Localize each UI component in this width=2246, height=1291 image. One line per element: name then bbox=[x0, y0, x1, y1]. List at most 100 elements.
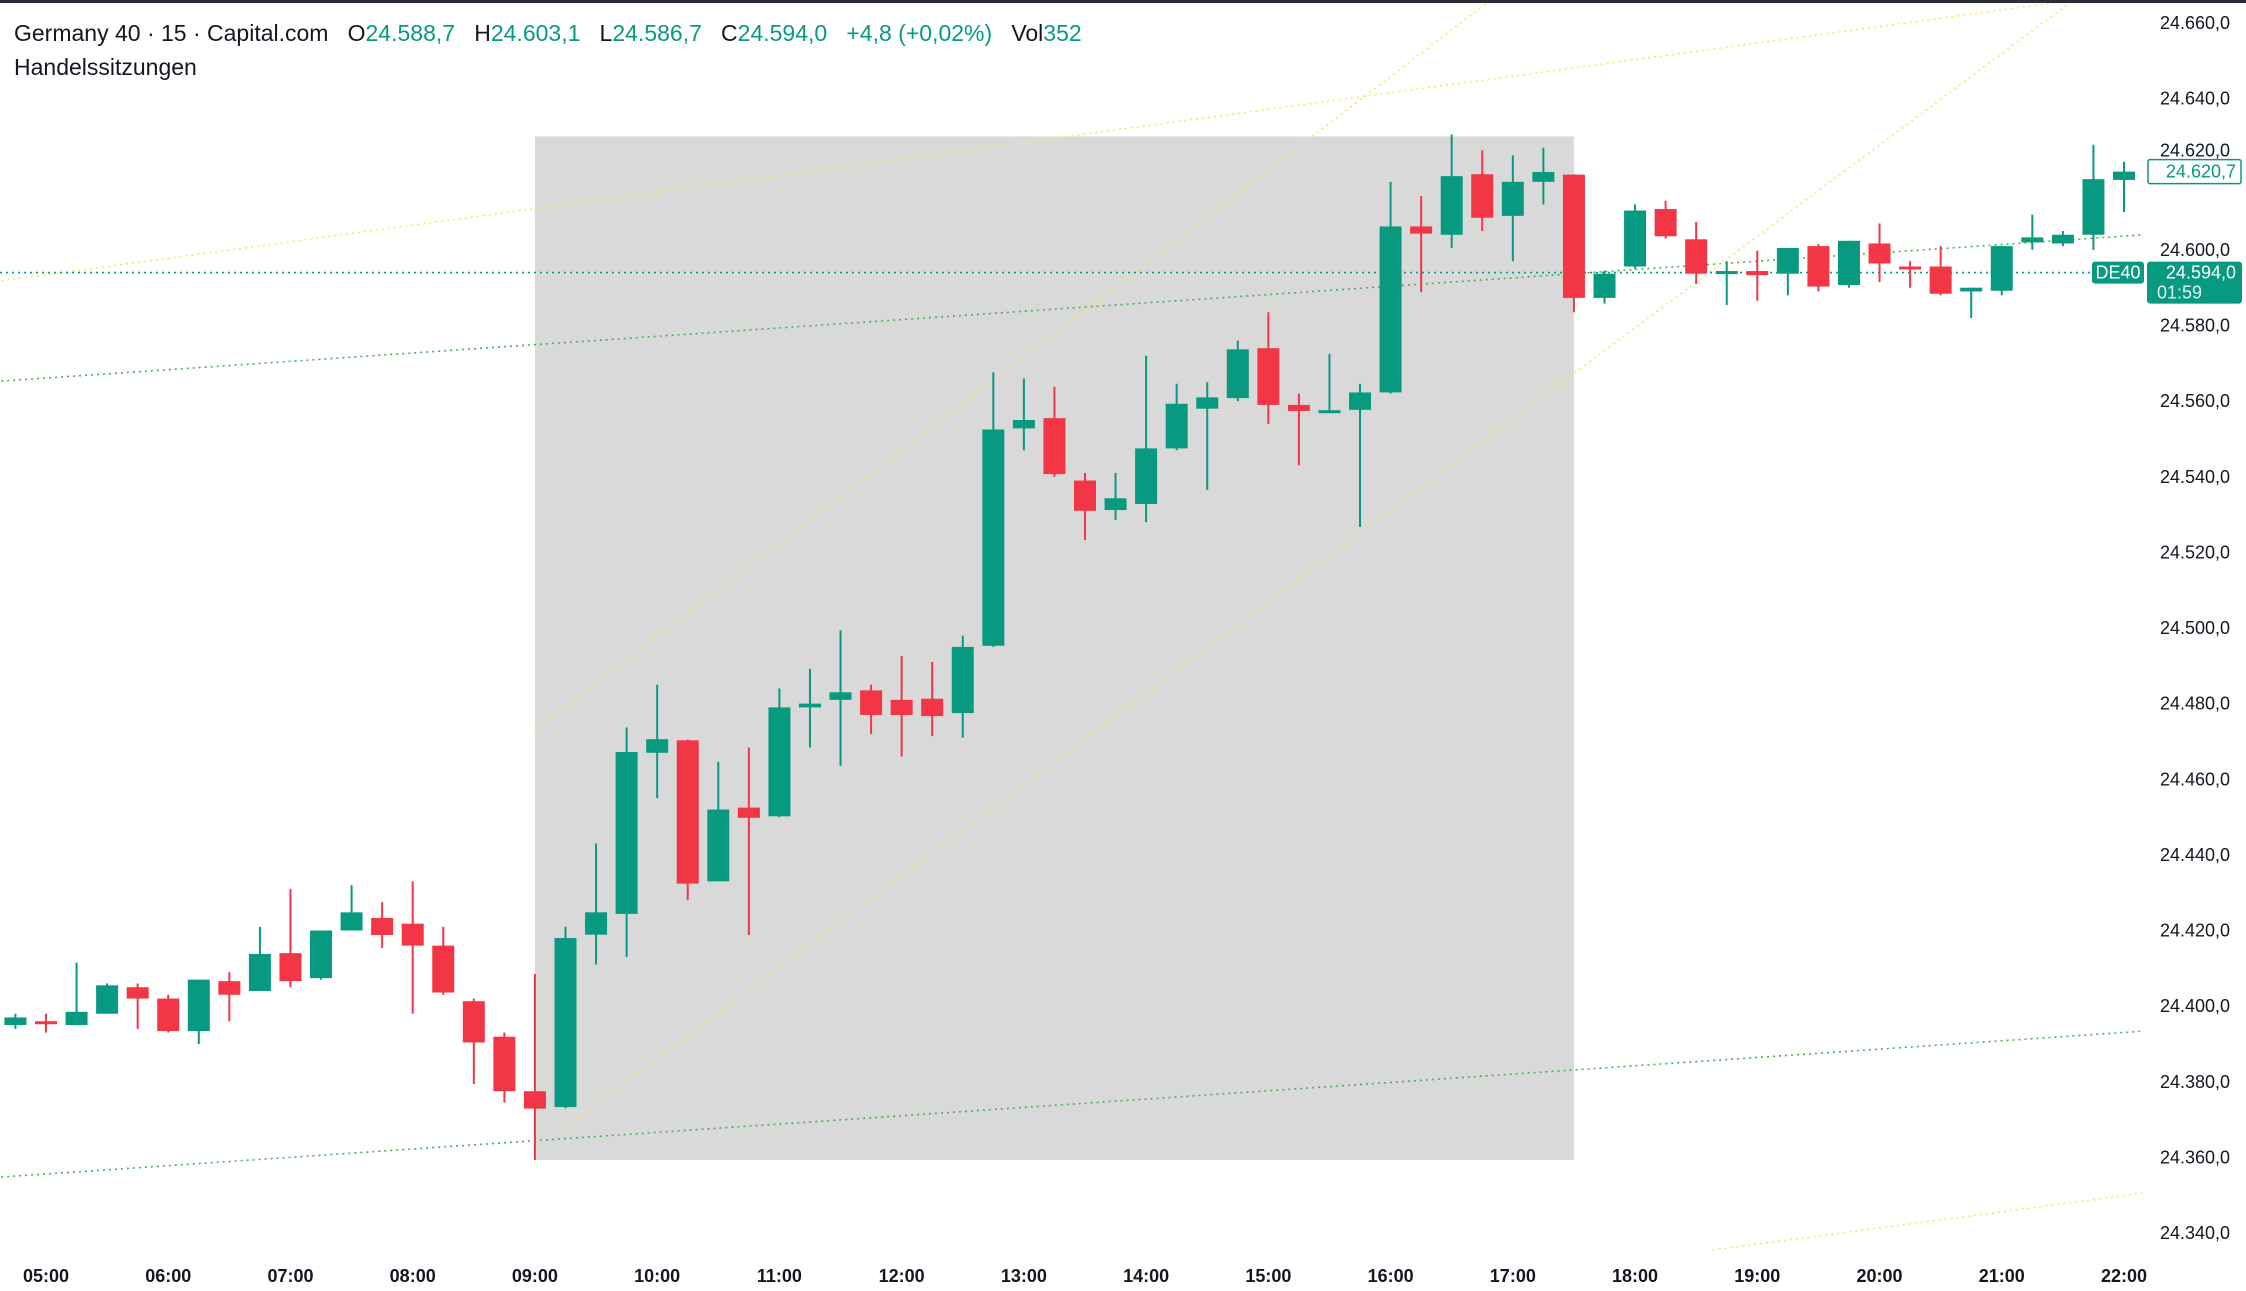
candle-body[interactable] bbox=[1960, 287, 1983, 292]
candle-body[interactable] bbox=[1257, 348, 1280, 405]
candle-body[interactable] bbox=[432, 945, 455, 993]
price-tick-label: 24.560,0 bbox=[2160, 391, 2230, 411]
candle-body[interactable] bbox=[248, 953, 271, 991]
trend-line-3[interactable] bbox=[534, 0, 1490, 731]
candle-body[interactable] bbox=[1196, 397, 1219, 409]
candle-body[interactable] bbox=[1593, 273, 1616, 298]
candle-body[interactable] bbox=[1715, 271, 1738, 275]
candle-body[interactable] bbox=[615, 752, 638, 914]
candle-body[interactable] bbox=[554, 938, 577, 1108]
candle-body[interactable] bbox=[340, 912, 363, 931]
candle-body[interactable] bbox=[829, 692, 852, 700]
candle-body[interactable] bbox=[1685, 239, 1708, 274]
session-box[interactable] bbox=[534, 136, 1574, 1161]
candle-body[interactable] bbox=[1532, 171, 1555, 182]
candle-body[interactable] bbox=[1990, 246, 2013, 291]
trend-line-4[interactable] bbox=[565, 0, 2074, 1128]
candle-body[interactable] bbox=[1104, 498, 1127, 511]
candle-body[interactable] bbox=[1440, 176, 1463, 235]
price-tick-label: 24.460,0 bbox=[2160, 769, 2230, 789]
high-price-box bbox=[2147, 158, 2242, 185]
trend-line-2[interactable] bbox=[1, 0, 2073, 282]
candle-body[interactable] bbox=[65, 1011, 88, 1026]
candle-body[interactable] bbox=[1410, 226, 1433, 234]
candle-body[interactable] bbox=[96, 985, 119, 1014]
candle-body[interactable] bbox=[1349, 392, 1372, 410]
candle-body[interactable] bbox=[1654, 209, 1677, 237]
candle-body[interactable] bbox=[2051, 234, 2074, 244]
time-tick-label: 13:00 bbox=[1001, 1266, 1047, 1286]
candle-body[interactable] bbox=[1379, 226, 1402, 393]
price-tick-label: 24.640,0 bbox=[2160, 89, 2230, 109]
candle-body[interactable] bbox=[1471, 174, 1494, 218]
candle-body[interactable] bbox=[1868, 243, 1891, 264]
symbol-legend: Germany 40 · 15 · Capital.com O24.588,7 … bbox=[14, 20, 1082, 47]
time-tick-label: 05:00 bbox=[23, 1266, 69, 1286]
symbol-tag-box bbox=[2092, 261, 2144, 284]
candle-body[interactable] bbox=[921, 698, 944, 717]
symbol-title[interactable]: Germany 40 · 15 · Capital.com bbox=[14, 20, 329, 46]
candle-body[interactable] bbox=[279, 953, 302, 982]
open-value: 24.588,7 bbox=[365, 20, 456, 46]
candle-body[interactable] bbox=[1562, 174, 1585, 298]
candle-body[interactable] bbox=[2021, 237, 2044, 243]
candle-body[interactable] bbox=[1226, 349, 1249, 399]
candle-body[interactable] bbox=[1318, 410, 1341, 414]
candle-body[interactable] bbox=[1043, 418, 1066, 475]
candle-body[interactable] bbox=[890, 699, 913, 715]
candle-body[interactable] bbox=[218, 981, 241, 995]
candle-body[interactable] bbox=[1165, 403, 1188, 449]
price-tick-label: 24.340,0 bbox=[2160, 1223, 2230, 1243]
candle-body[interactable] bbox=[4, 1017, 27, 1026]
candle-body[interactable] bbox=[462, 1001, 485, 1043]
candle-body[interactable] bbox=[126, 987, 149, 999]
candle-body[interactable] bbox=[798, 703, 821, 708]
indicator-label[interactable]: Handelssitzungen bbox=[14, 54, 197, 80]
candle-body[interactable] bbox=[1012, 420, 1035, 429]
candle-body[interactable] bbox=[737, 807, 760, 818]
time-tick-label: 09:00 bbox=[512, 1266, 558, 1286]
candle-body[interactable] bbox=[585, 912, 608, 935]
candle-body[interactable] bbox=[523, 1091, 546, 1109]
candle-body[interactable] bbox=[982, 429, 1005, 646]
candle-body[interactable] bbox=[1135, 448, 1158, 504]
candle-body[interactable] bbox=[2113, 171, 2135, 180]
low-value: 24.586,7 bbox=[612, 20, 702, 46]
trend-line-0[interactable] bbox=[1, 233, 2145, 382]
time-tick-label: 12:00 bbox=[879, 1266, 925, 1286]
candle-body[interactable] bbox=[187, 979, 210, 1032]
last-price-label: 24.594,0 bbox=[2166, 263, 2236, 283]
candle-body[interactable] bbox=[1929, 266, 1952, 294]
trend-line-5[interactable] bbox=[1712, 1192, 2145, 1251]
candle-body[interactable] bbox=[371, 918, 394, 936]
candle-body[interactable] bbox=[401, 923, 424, 946]
trend-line-1[interactable] bbox=[1, 1030, 2145, 1178]
candle-body[interactable] bbox=[860, 690, 883, 715]
candle-body[interactable] bbox=[1624, 210, 1647, 267]
time-tick-label: 15:00 bbox=[1245, 1266, 1291, 1286]
candle-body[interactable] bbox=[35, 1021, 57, 1025]
candle-body[interactable] bbox=[676, 740, 699, 884]
candle-body[interactable] bbox=[310, 930, 333, 979]
candle-body[interactable] bbox=[1807, 246, 1830, 287]
candle-body[interactable] bbox=[2082, 179, 2105, 235]
candle-body[interactable] bbox=[1899, 266, 1922, 270]
time-tick-label: 20:00 bbox=[1857, 1266, 1903, 1286]
candle-body[interactable] bbox=[157, 998, 180, 1032]
candle-body[interactable] bbox=[1746, 271, 1769, 276]
candle-body[interactable] bbox=[1287, 404, 1310, 411]
candle-body[interactable] bbox=[1837, 240, 1860, 286]
price-tick-label: 24.400,0 bbox=[2160, 996, 2230, 1016]
low-label: L bbox=[599, 20, 613, 46]
candle-body[interactable] bbox=[707, 809, 730, 882]
candle-body[interactable] bbox=[768, 707, 791, 817]
candle-body[interactable] bbox=[1074, 480, 1096, 511]
candle-body[interactable] bbox=[646, 739, 669, 753]
candle-body[interactable] bbox=[493, 1036, 516, 1092]
price-tick-label: 24.600,0 bbox=[2160, 240, 2230, 260]
time-tick-label: 11:00 bbox=[757, 1266, 802, 1286]
candle-body[interactable] bbox=[1776, 247, 1799, 274]
candle-body[interactable] bbox=[1501, 181, 1524, 216]
candle-body[interactable] bbox=[951, 646, 974, 714]
